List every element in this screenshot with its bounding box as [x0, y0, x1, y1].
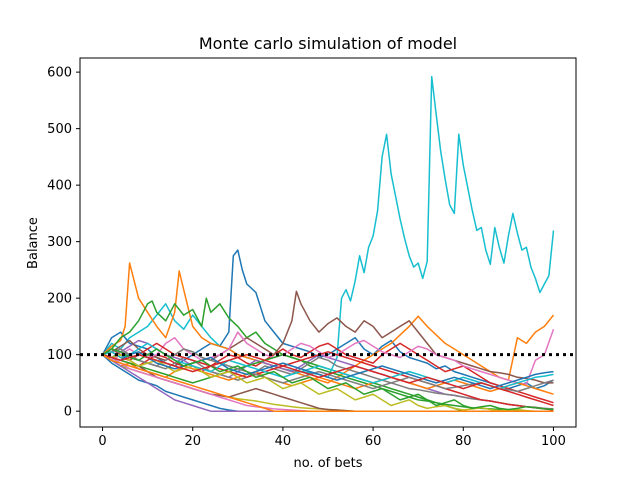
y-tick-label: 600 [47, 66, 72, 81]
series-line-5 [102, 342, 554, 404]
series-line-8 [102, 328, 555, 385]
x-tick-label: 0 [98, 434, 106, 449]
x-tick-label: 100 [541, 434, 566, 449]
series-line-14 [102, 342, 554, 411]
series-line-21 [102, 351, 554, 390]
series-line-12 [102, 354, 554, 395]
y-tick-label: 0 [64, 405, 72, 420]
series-line-1 [101, 75, 555, 379]
x-axis-ticks: 0 20 40 60 80 100 [98, 427, 566, 449]
series-line-24 [102, 354, 554, 412]
y-tick-label: 200 [47, 292, 72, 307]
plot-frame [79, 57, 577, 428]
series-line-3 [101, 262, 555, 384]
y-tick-label: 400 [47, 179, 72, 194]
x-axis-label: no. of bets [293, 456, 362, 471]
series-line-19 [102, 353, 554, 412]
series-line-23 [102, 353, 554, 407]
x-tick-label: 40 [275, 434, 292, 449]
series-layer [101, 75, 555, 412]
chart-title: Monte carlo simulation of model [199, 34, 457, 53]
x-tick-label: 20 [184, 434, 201, 449]
y-axis-ticks: 0 100 200 300 400 500 600 [47, 66, 80, 420]
y-tick-label: 500 [47, 122, 72, 137]
series-line-20 [102, 342, 554, 390]
x-tick-label: 80 [455, 434, 472, 449]
x-tick-label: 60 [365, 434, 382, 449]
y-tick-label: 100 [47, 348, 72, 363]
y-axis-label: Balance [26, 217, 41, 269]
series-line-22 [102, 348, 554, 411]
y-tick-label: 300 [47, 235, 72, 250]
